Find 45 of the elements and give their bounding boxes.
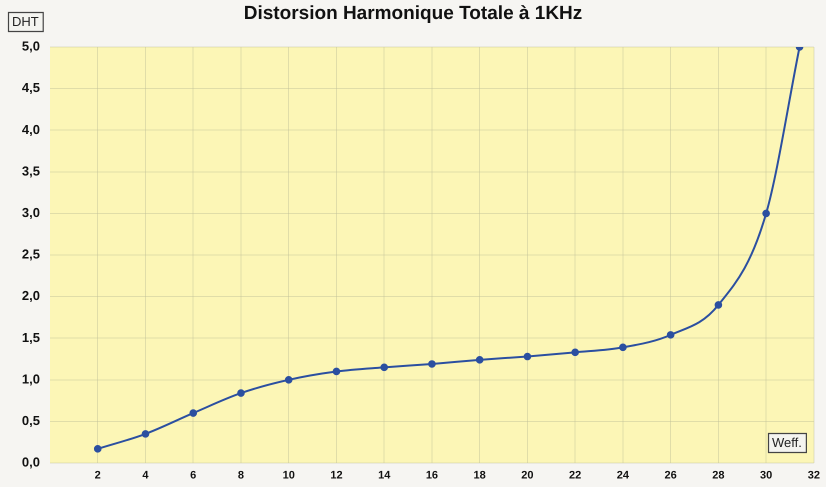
point	[380, 364, 388, 372]
x-tick-label: 8	[238, 470, 244, 482]
y-axis-title: DHT	[12, 14, 39, 30]
point	[524, 352, 532, 360]
x-tick-label: 28	[712, 470, 725, 482]
y-tick-label: 1,0	[22, 371, 40, 386]
x-tick-label: 10	[282, 470, 295, 482]
x-tick-label: 26	[664, 470, 677, 482]
point	[571, 348, 579, 356]
x-tick-label: 20	[521, 470, 534, 482]
x-tick-label: 16	[426, 470, 438, 482]
x-tick-label: 2	[94, 470, 101, 482]
y-tick-label: 5,0	[22, 38, 40, 54]
x-tick-label: 4	[142, 470, 150, 482]
x-tick-label: 18	[474, 470, 486, 482]
point	[476, 356, 484, 364]
x-tick-label: 30	[760, 470, 772, 482]
chart-title: Distorsion Harmonique Totale à 1KHz	[244, 3, 582, 24]
y-tick-label: 1,5	[22, 330, 40, 345]
y-tick-label: 0,0	[22, 454, 40, 470]
y-tick-label: 2,5	[22, 246, 40, 262]
point	[428, 360, 436, 368]
point	[94, 445, 102, 453]
y-tick-label: 2,0	[22, 288, 40, 304]
y-tick-label: 3,0	[22, 204, 40, 220]
point	[619, 344, 627, 352]
x-tick-label: 22	[569, 470, 582, 482]
x-axis-title: Weff.	[772, 435, 802, 450]
x-tick-label: 12	[330, 470, 343, 482]
point	[332, 368, 340, 376]
point	[284, 376, 293, 384]
y-tick-label: 4,0	[22, 122, 40, 137]
y-tick-label: 3,5	[22, 163, 40, 178]
y-tick-label: 0,5	[22, 412, 40, 428]
point	[762, 210, 770, 218]
point	[714, 301, 722, 309]
x-tick-label: 24	[616, 470, 630, 482]
point	[189, 409, 198, 417]
x-tick-label: 6	[190, 470, 196, 482]
point	[142, 430, 150, 438]
x-tick-label: 32	[808, 470, 820, 482]
x-tick-label: 14	[378, 470, 392, 482]
point	[666, 331, 674, 339]
point	[237, 389, 245, 397]
y-tick-label: 4,5	[22, 80, 40, 96]
